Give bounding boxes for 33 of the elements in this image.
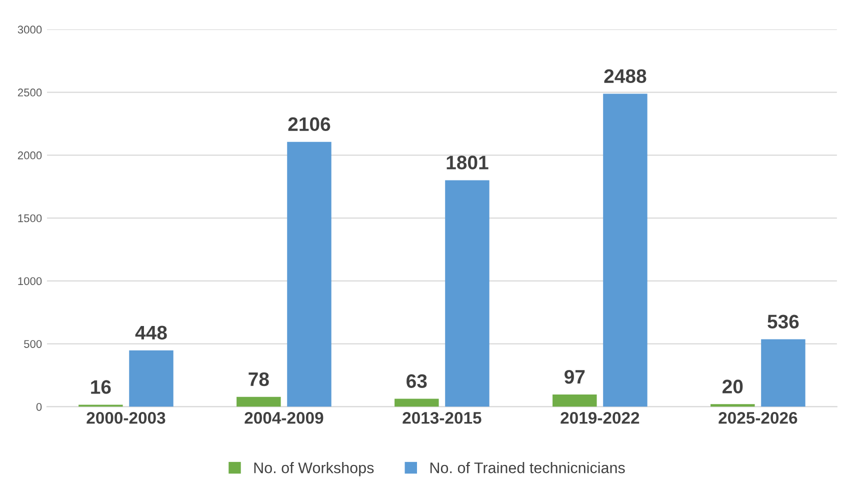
x-tick-label: 2019-2022	[560, 412, 640, 424]
bar	[394, 398, 439, 407]
y-tick-label: 0	[36, 402, 42, 411]
data-label: 63	[406, 374, 427, 388]
data-label: 16	[91, 380, 111, 394]
x-tick-label: 2013-2015	[402, 412, 482, 424]
y-tick-label: 1500	[18, 214, 42, 222]
legend-label: No. of Trained technicnicians	[430, 462, 625, 474]
data-label: 2488	[604, 69, 646, 84]
bar	[761, 339, 806, 407]
y-tick-label: 500	[24, 340, 42, 348]
data-label: 2106	[288, 117, 330, 132]
legend-label: No. of Workshops	[254, 462, 374, 476]
bar	[710, 404, 755, 407]
y-tick-label: 1000	[18, 277, 42, 286]
data-label: 78	[248, 372, 269, 386]
data-label: 536	[768, 314, 799, 329]
y-tick-label: 3000	[18, 26, 42, 34]
bar	[552, 394, 597, 407]
data-label: 448	[135, 326, 167, 340]
bar	[445, 180, 490, 407]
data-label: 20	[722, 380, 743, 394]
bar	[603, 94, 648, 407]
y-tick-label: 2500	[18, 88, 42, 96]
x-tick-label: 2000-2003	[86, 412, 166, 424]
x-tick-label: 2025-2026	[718, 412, 798, 424]
data-label: 1801	[446, 156, 488, 170]
y-tick-label: 2000	[18, 151, 42, 160]
bar	[129, 350, 174, 407]
bar	[236, 396, 281, 407]
x-tick-label: 2004-2009	[244, 412, 324, 424]
bar	[287, 142, 332, 407]
data-label: 97	[564, 370, 585, 384]
